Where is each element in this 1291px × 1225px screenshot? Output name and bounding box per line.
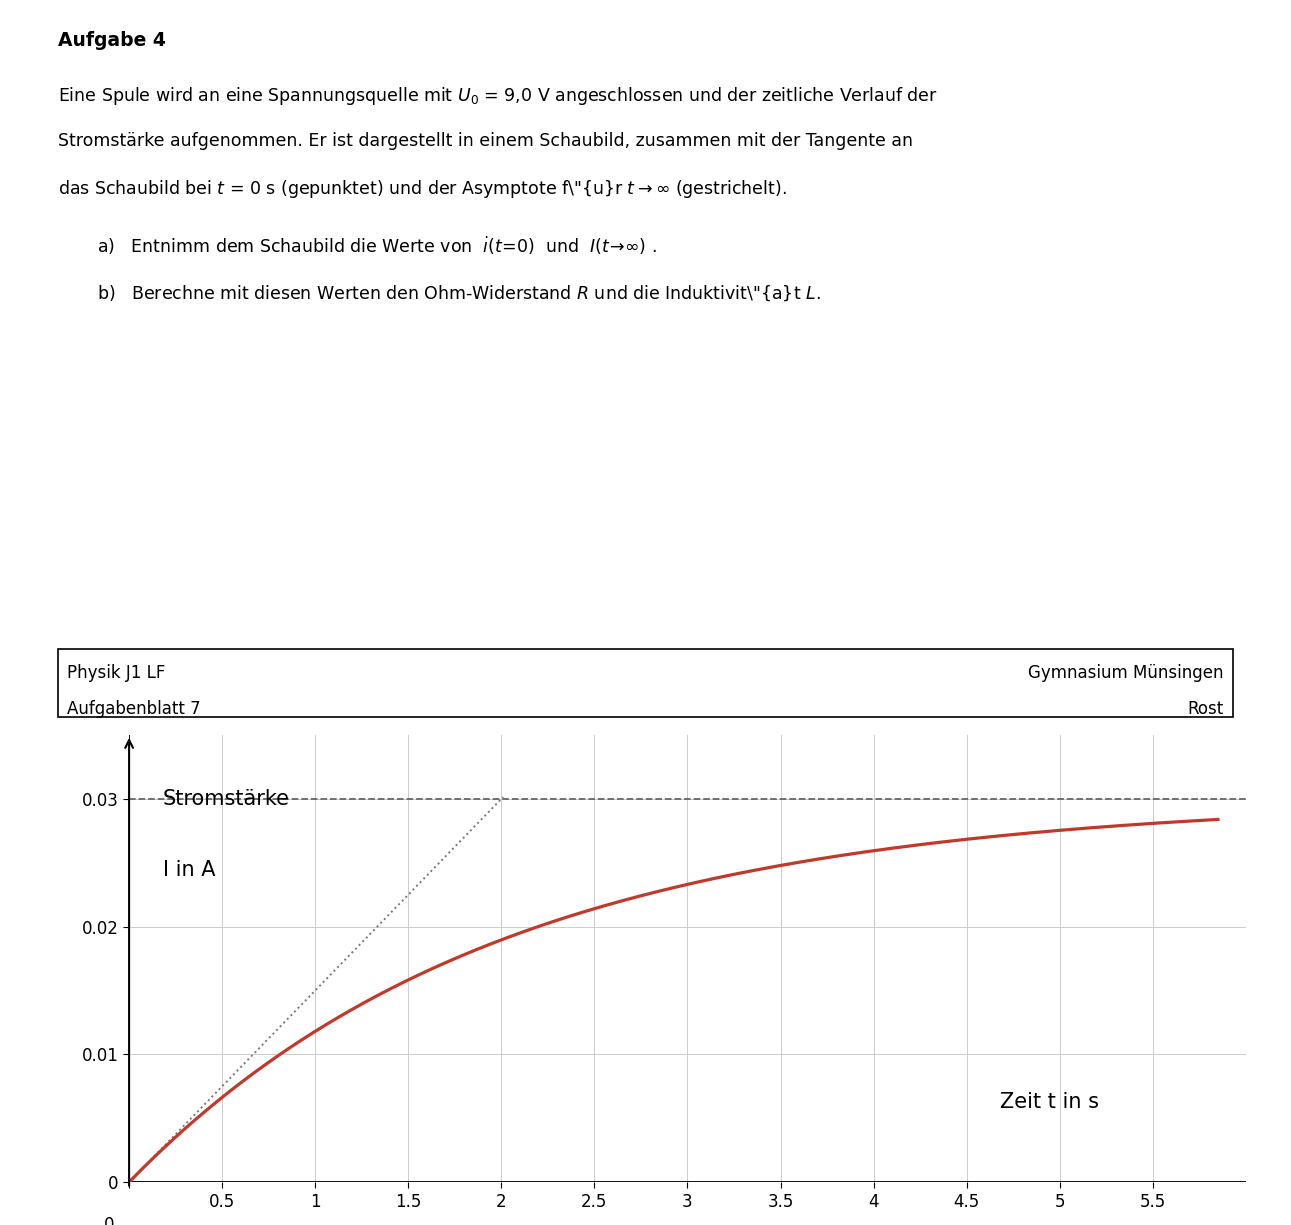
Text: Aufgabe 4: Aufgabe 4: [58, 31, 167, 50]
Text: Eine Spule wird an eine Spannungsquelle mit $U_0$ = 9,0 V angeschlossen und der : Eine Spule wird an eine Spannungsquelle …: [58, 86, 939, 108]
Text: Rost: Rost: [1188, 699, 1224, 718]
Text: Zeit t in s: Zeit t in s: [1001, 1091, 1099, 1111]
Text: Stromstärke: Stromstärke: [163, 789, 289, 808]
Text: b)   Berechne mit diesen Werten den Ohm-Widerstand $R$ und die Induktivit\"{a}t : b) Berechne mit diesen Werten den Ohm-Wi…: [97, 283, 821, 303]
Text: 0: 0: [103, 1215, 114, 1225]
Text: Gymnasium Münsingen: Gymnasium Münsingen: [1028, 664, 1224, 682]
Text: Stromstärke aufgenommen. Er ist dargestellt in einem Schaubild, zusammen mit der: Stromstärke aufgenommen. Er ist dargeste…: [58, 131, 913, 149]
Text: I in A: I in A: [163, 860, 216, 881]
Text: Physik J1 LF: Physik J1 LF: [67, 664, 165, 682]
Text: das Schaubild bei $t$ = 0 s (gepunktet) und der Asymptote f\"{u}r $t \rightarrow: das Schaubild bei $t$ = 0 s (gepunktet) …: [58, 178, 786, 200]
Text: Aufgabenblatt 7: Aufgabenblatt 7: [67, 699, 201, 718]
Text: a)   Entnimm dem Schaubild die Werte von  $\dot{\imath}(t\!=\!0)$  und  $I(t\!\t: a) Entnimm dem Schaubild die Werte von $…: [97, 235, 656, 257]
